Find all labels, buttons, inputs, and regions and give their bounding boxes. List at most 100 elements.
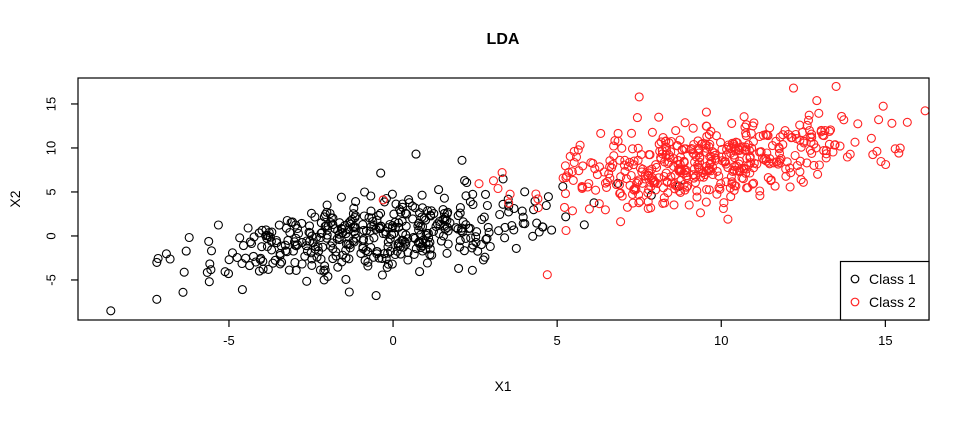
data-point bbox=[721, 150, 732, 160]
data-point bbox=[383, 237, 393, 247]
data-point bbox=[455, 236, 465, 246]
data-point bbox=[664, 157, 674, 167]
data-point bbox=[453, 211, 463, 221]
data-point bbox=[387, 259, 397, 269]
scatter-points-layer bbox=[106, 81, 929, 316]
data-point bbox=[575, 140, 585, 150]
data-point bbox=[745, 152, 755, 162]
data-point bbox=[503, 194, 513, 204]
data-point bbox=[755, 191, 765, 201]
data-point bbox=[616, 217, 626, 227]
data-point bbox=[417, 212, 427, 222]
data-point bbox=[690, 177, 700, 188]
data-point bbox=[400, 208, 410, 218]
data-point bbox=[359, 225, 369, 235]
data-point bbox=[322, 200, 332, 210]
data-point bbox=[409, 249, 419, 259]
data-point bbox=[674, 186, 684, 196]
data-point bbox=[379, 197, 390, 207]
data-point bbox=[590, 164, 600, 174]
data-point bbox=[482, 200, 492, 211]
data-point bbox=[106, 306, 116, 316]
data-point bbox=[363, 261, 373, 271]
data-point bbox=[626, 128, 637, 138]
data-point bbox=[813, 169, 823, 179]
data-point bbox=[267, 227, 277, 237]
data-point bbox=[640, 174, 650, 184]
data-point bbox=[306, 208, 317, 218]
x-tick-label: 10 bbox=[714, 333, 728, 348]
data-point bbox=[662, 146, 672, 156]
data-point bbox=[504, 198, 514, 208]
data-point bbox=[227, 248, 238, 258]
data-point bbox=[821, 149, 831, 159]
data-point bbox=[872, 146, 882, 156]
data-point bbox=[292, 223, 303, 234]
class1-points bbox=[106, 149, 684, 316]
legend-box bbox=[839, 260, 930, 321]
data-point bbox=[304, 221, 315, 231]
data-point bbox=[658, 133, 668, 143]
data-point bbox=[634, 198, 644, 208]
data-point bbox=[152, 294, 162, 304]
data-point bbox=[351, 197, 361, 207]
data-point bbox=[730, 146, 741, 156]
data-point bbox=[749, 158, 759, 168]
data-point bbox=[393, 239, 403, 249]
data-point bbox=[498, 174, 508, 184]
data-point bbox=[184, 232, 194, 243]
data-point bbox=[518, 218, 528, 229]
data-point bbox=[363, 257, 373, 267]
data-point bbox=[529, 205, 539, 215]
data-point bbox=[605, 173, 615, 183]
data-point bbox=[704, 163, 714, 173]
data-point bbox=[692, 192, 702, 202]
data-point bbox=[689, 173, 699, 183]
data-point bbox=[520, 187, 530, 197]
data-point bbox=[498, 199, 508, 209]
data-point bbox=[755, 147, 765, 157]
data-point bbox=[307, 260, 317, 270]
data-point bbox=[821, 146, 831, 156]
data-point bbox=[547, 225, 557, 235]
data-point bbox=[374, 222, 384, 232]
data-point bbox=[297, 237, 307, 248]
data-point bbox=[729, 185, 739, 195]
data-point bbox=[422, 258, 432, 268]
data-point bbox=[802, 120, 812, 130]
data-point bbox=[701, 197, 711, 207]
data-point bbox=[762, 130, 772, 140]
data-point bbox=[803, 115, 814, 125]
data-point bbox=[488, 176, 499, 186]
data-point bbox=[589, 198, 599, 208]
data-point bbox=[764, 157, 774, 167]
data-point bbox=[232, 252, 242, 263]
data-point bbox=[397, 199, 408, 209]
y-tick-label: 10 bbox=[44, 141, 59, 155]
data-point bbox=[531, 189, 541, 199]
data-point bbox=[609, 141, 619, 151]
data-point bbox=[251, 257, 261, 267]
data-point bbox=[421, 244, 431, 254]
data-point bbox=[268, 258, 278, 268]
data-point bbox=[828, 147, 838, 157]
data-point bbox=[594, 199, 604, 209]
data-point bbox=[567, 206, 578, 216]
data-point bbox=[497, 168, 507, 178]
data-point bbox=[625, 180, 635, 190]
data-point bbox=[407, 201, 418, 211]
data-point bbox=[411, 244, 421, 254]
data-point bbox=[802, 158, 812, 168]
data-point bbox=[280, 240, 290, 250]
data-point bbox=[237, 285, 247, 295]
data-point bbox=[442, 248, 452, 258]
y-tick-label: -5 bbox=[44, 274, 59, 286]
data-point bbox=[533, 203, 543, 213]
data-point bbox=[850, 137, 860, 147]
data-point bbox=[711, 153, 721, 163]
data-point bbox=[345, 216, 356, 226]
data-point bbox=[741, 128, 751, 138]
data-point bbox=[820, 126, 830, 136]
data-point bbox=[747, 143, 757, 153]
chart-title: LDA bbox=[487, 31, 520, 48]
